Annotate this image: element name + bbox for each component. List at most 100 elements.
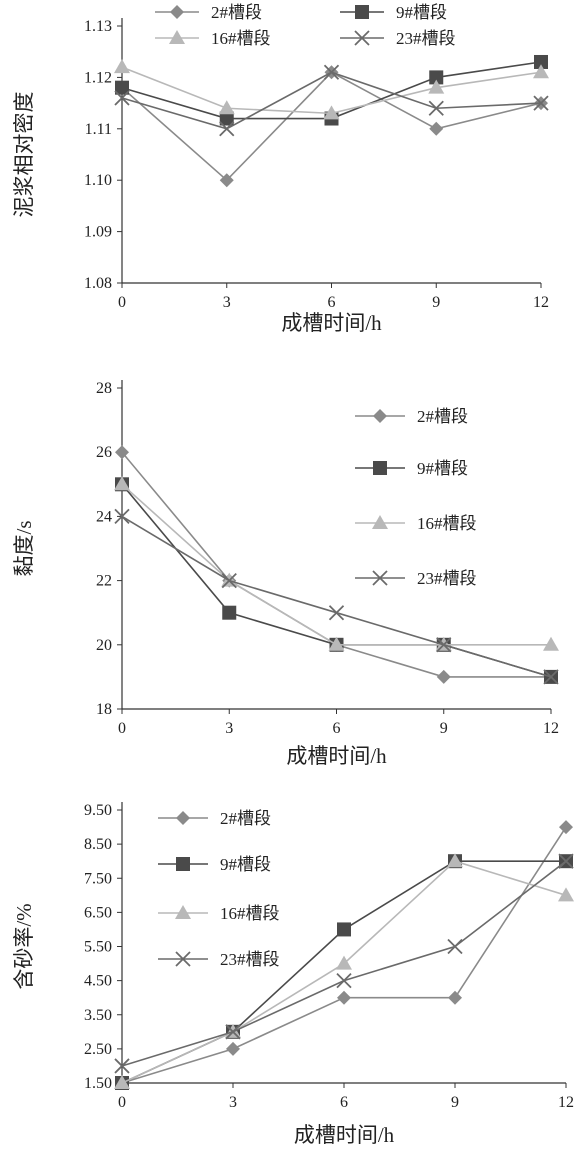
- x-tick-label: 6: [340, 1094, 348, 1111]
- y-tick-label: 6.50: [84, 904, 112, 921]
- y-tick-label: 1.12: [84, 69, 112, 86]
- y-tick-label: 9.50: [84, 802, 112, 819]
- data-point: [115, 80, 129, 95]
- x-axis-label: 成槽时间/h: [294, 1123, 395, 1147]
- data-point: [543, 669, 559, 685]
- legend-marker: [372, 515, 388, 529]
- y-axis-label: 黏度/s: [12, 520, 36, 576]
- legend-label: 23#槽段: [220, 950, 280, 969]
- data-point: [114, 476, 130, 491]
- y-axis-label: 泥浆相对密度: [12, 92, 36, 218]
- legend-label: 9#槽段: [220, 855, 271, 874]
- data-point: [218, 100, 235, 115]
- y-tick-label: 22: [96, 573, 112, 590]
- data-point: [447, 938, 463, 955]
- data-point: [543, 636, 559, 651]
- legend-label: 2#槽段: [211, 3, 262, 22]
- data-point: [559, 820, 573, 835]
- data-point: [336, 955, 352, 970]
- y-tick-label: 1.13: [84, 18, 112, 35]
- data-point: [114, 1058, 130, 1074]
- legend-label: 2#槽段: [417, 407, 468, 426]
- y-tick-label: 2.50: [84, 1041, 112, 1058]
- series-line: [121, 71, 542, 182]
- data-point: [114, 508, 130, 525]
- legend-label: 16#槽段: [417, 514, 477, 533]
- x-tick-label: 9: [440, 720, 448, 737]
- legend-label: 9#槽段: [396, 3, 447, 22]
- data-point: [337, 990, 351, 1005]
- y-tick-label: 24: [96, 508, 112, 525]
- legend-marker: [373, 409, 387, 423]
- data-point: [226, 1041, 240, 1056]
- legend-marker: [176, 857, 190, 871]
- y-tick-label: 28: [96, 380, 112, 397]
- legend-label: 2#槽段: [220, 809, 271, 828]
- data-point: [533, 95, 549, 111]
- data-point: [323, 64, 340, 80]
- legend-label: 9#槽段: [417, 459, 468, 478]
- y-tick-label: 1.10: [84, 172, 112, 189]
- density-chart: 1.08 1.09 1.10 1.11 1.12 1.13 0 3 6 9 12 成槽时间/h 泥浆相对…: [12, 3, 549, 335]
- x-tick-label: 3: [225, 720, 233, 737]
- density-chart-panel: 1.08 1.09 1.10 1.11 1.12 1.13 0 3 6 9 12 成槽时间/h 泥浆相对…: [0, 0, 579, 345]
- y-axis-label: 含砂率/%: [12, 903, 36, 989]
- x-tick-label: 6: [333, 720, 341, 737]
- legend-label: 23#槽段: [396, 29, 456, 48]
- data-point: [448, 990, 462, 1005]
- y-tick-label: 4.50: [84, 973, 112, 990]
- data-point: [447, 853, 463, 868]
- x-tick-label: 0: [118, 1094, 126, 1111]
- data-point: [114, 59, 130, 74]
- viscosity-chart-panel: 18 20 22 24 26 28 0 3 6 9 12 成槽时间/h 黏度/s 2#槽段 9#槽段 16#槽…: [0, 375, 579, 770]
- data-point: [428, 100, 444, 116]
- y-tick-label: 1.09: [84, 224, 112, 241]
- legend-label: 23#槽段: [417, 569, 477, 588]
- legend-marker: [373, 461, 387, 475]
- legend-marker: [170, 5, 184, 19]
- y-tick-label: 1.50: [84, 1075, 112, 1092]
- data-point: [323, 105, 340, 120]
- x-tick-label: 3: [223, 294, 231, 311]
- series-line: [121, 483, 551, 646]
- data-point: [115, 445, 129, 460]
- data-point: [428, 79, 445, 94]
- series-line: [121, 860, 566, 1084]
- legend-marker: [176, 811, 190, 825]
- x-tick-label: 3: [229, 1094, 237, 1111]
- data-point: [436, 637, 452, 653]
- data-point: [328, 605, 345, 621]
- y-tick-label: 7.50: [84, 870, 112, 887]
- legend-marker: [175, 951, 191, 967]
- x-tick-label: 12: [543, 720, 559, 737]
- data-point: [222, 605, 237, 620]
- data-point: [328, 636, 345, 651]
- x-axis-label: 成槽时间/h: [281, 311, 382, 335]
- legend-marker: [169, 30, 185, 44]
- data-point: [336, 972, 352, 989]
- y-tick-label: 1.11: [85, 121, 112, 138]
- data-point: [558, 887, 574, 902]
- data-point: [429, 70, 444, 85]
- legend-label: 16#槽段: [220, 904, 280, 923]
- data-point: [114, 1075, 130, 1089]
- y-tick-label: 26: [96, 444, 112, 461]
- x-tick-label: 12: [533, 294, 549, 311]
- data-point: [221, 572, 237, 589]
- y-tick-label: 1.08: [84, 275, 112, 292]
- x-tick-label: 6: [328, 294, 336, 311]
- y-tick-label: 18: [96, 701, 112, 718]
- x-tick-label: 0: [118, 720, 126, 737]
- data-point: [533, 64, 549, 79]
- y-tick-label: 5.50: [84, 939, 112, 956]
- x-tick-label: 12: [558, 1094, 574, 1111]
- data-point: [225, 1024, 241, 1040]
- x-tick-label: 0: [118, 294, 126, 311]
- data-point: [429, 121, 444, 136]
- x-axis-label: 成槽时间/h: [286, 744, 387, 768]
- y-tick-label: 20: [96, 637, 112, 654]
- legend-marker: [355, 5, 369, 19]
- data-point: [219, 173, 234, 188]
- data-point: [436, 669, 451, 684]
- series-line: [121, 515, 552, 678]
